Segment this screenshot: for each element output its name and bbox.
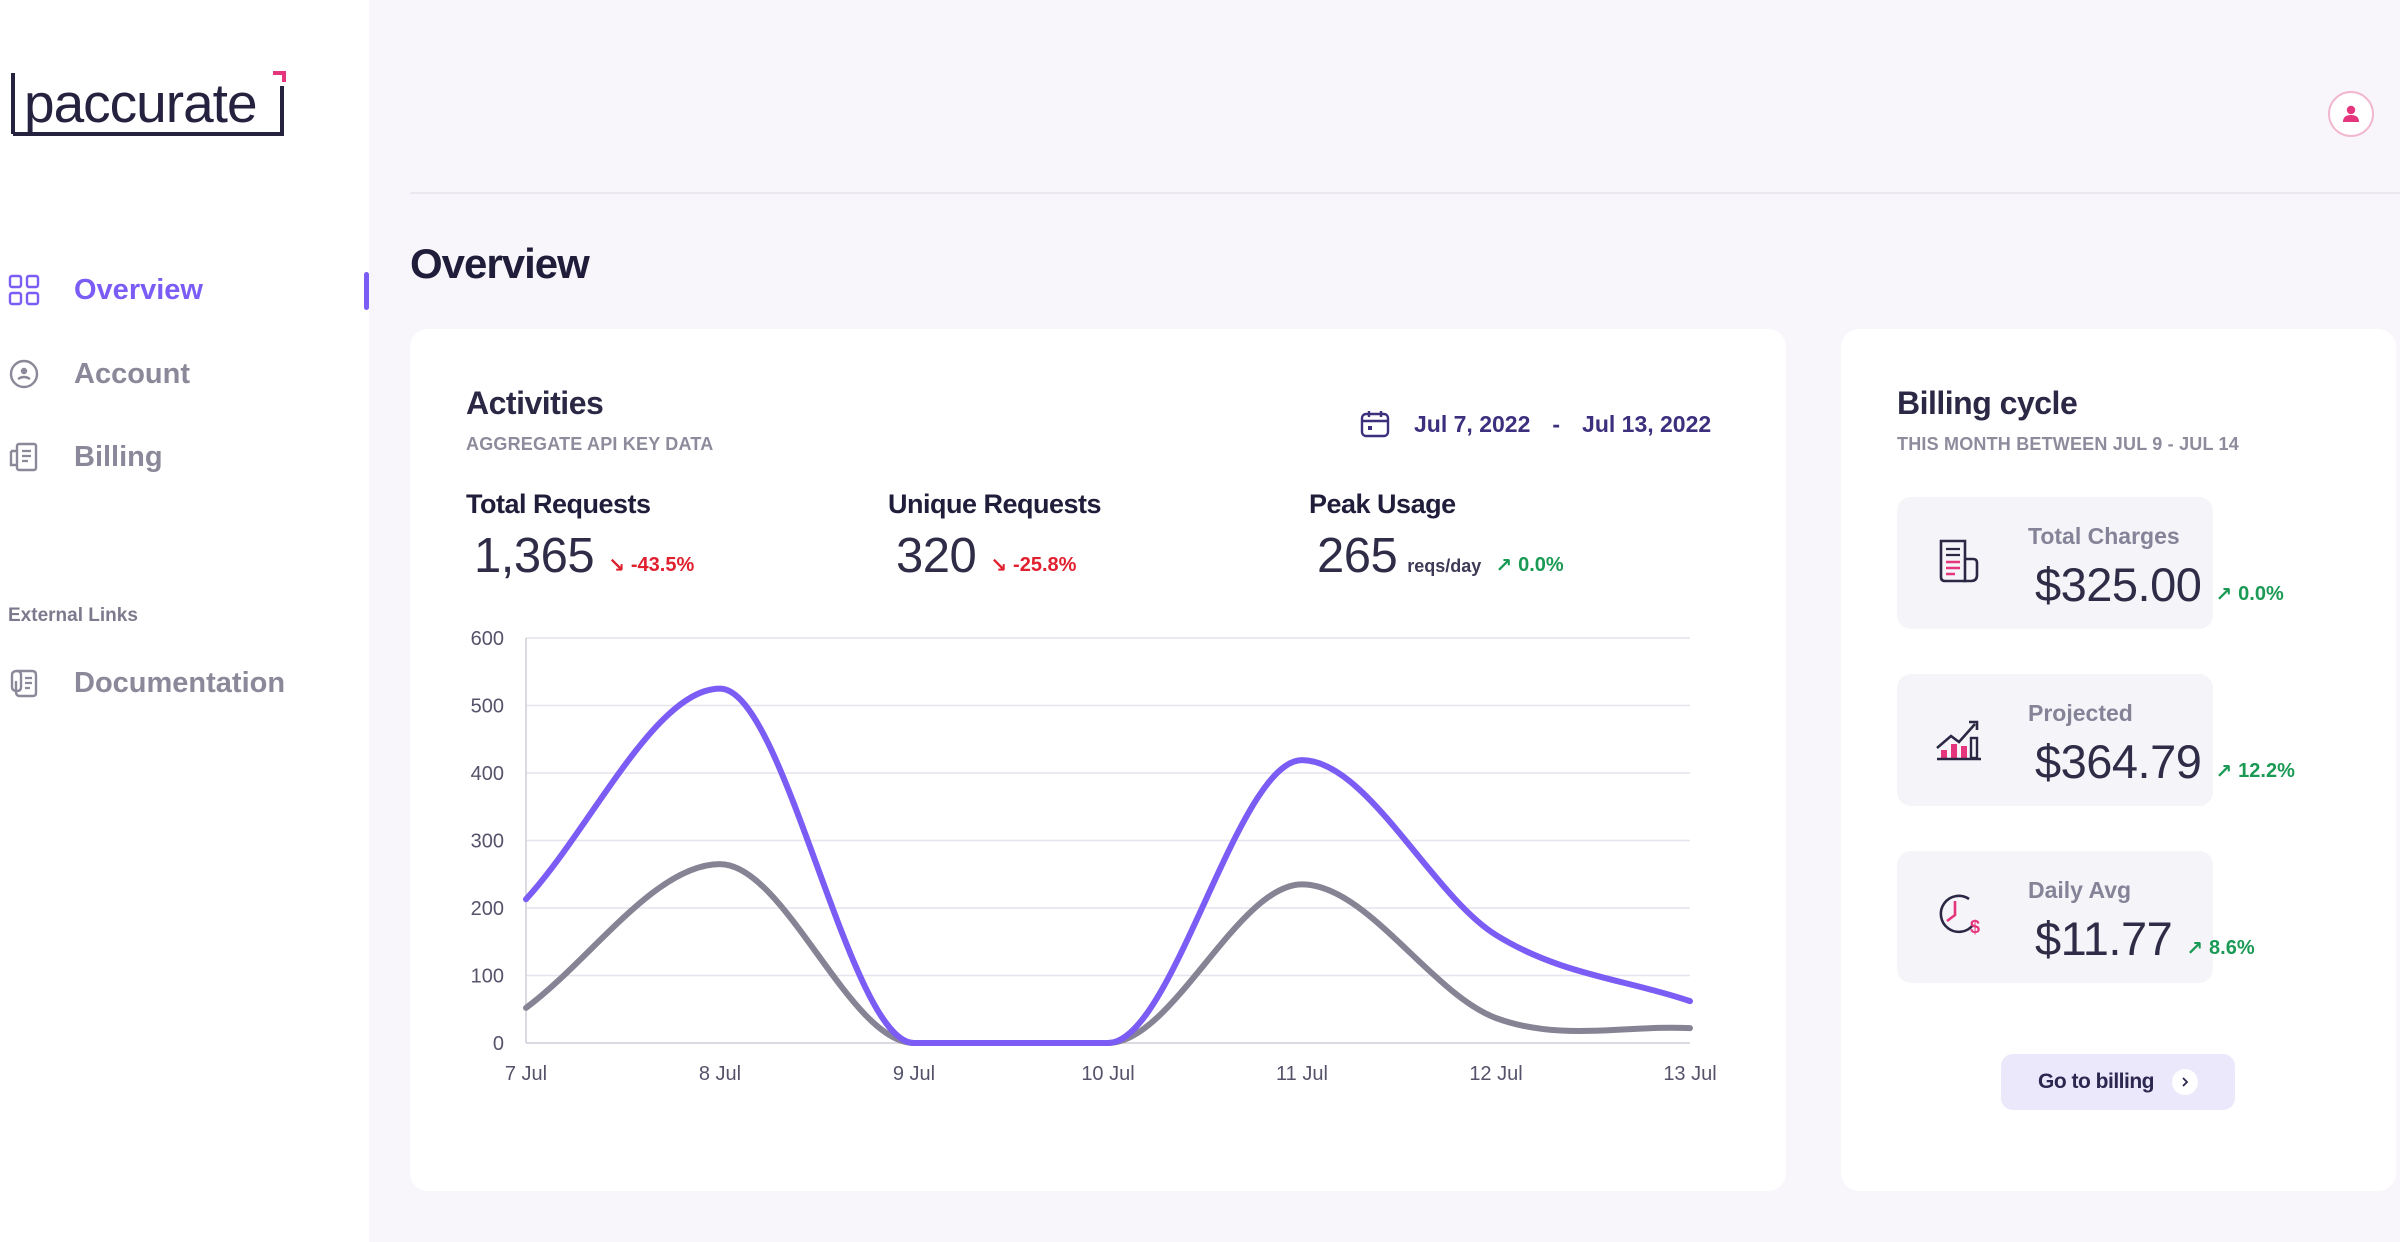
y-tick-label: 100 <box>471 966 504 988</box>
growth-chart-icon <box>1936 720 1981 761</box>
receipt-icon <box>9 442 38 472</box>
metric-unit: reqs/day <box>1407 556 1482 576</box>
delta-value: 0.0% <box>1518 554 1564 576</box>
date-start: Jul 7, 2022 <box>1414 410 1531 437</box>
metric-unique-requests: Unique Requests 320 ↘ -25.8% <box>888 489 1102 584</box>
profile-button[interactable] <box>2328 91 2374 137</box>
arrow-up-right-icon: ↗ <box>2215 761 2233 783</box>
document-icon <box>10 669 38 698</box>
invoice-icon <box>1939 539 1979 583</box>
activities-card: Activities AGGREGATE API KEY DATA Jul 7,… <box>410 329 1786 1191</box>
billing-item-delta: ↗ 0.0% <box>2215 582 2283 607</box>
y-tick-label: 300 <box>471 831 504 853</box>
delta-value: -43.5% <box>630 554 695 576</box>
x-tick-label: 10 Jul <box>1081 1063 1134 1085</box>
y-tick-label: 500 <box>471 696 504 718</box>
date-range-picker[interactable]: Jul 7, 2022 - Jul 13, 2022 <box>1360 404 1711 444</box>
delta-value: 12.2% <box>2238 760 2295 782</box>
y-tick-label: 0 <box>493 1033 504 1055</box>
metric-delta: ↘ -43.5% <box>608 553 694 578</box>
sidebar-item-billing[interactable]: Billing <box>0 427 369 487</box>
billing-item-value: $364.79 <box>2035 735 2202 788</box>
go-to-billing-button[interactable]: Go to billing <box>2001 1054 2235 1110</box>
series-line <box>523 861 1693 1046</box>
date-end: Jul 13, 2022 <box>1582 410 1712 437</box>
activities-title: Activities <box>466 385 604 421</box>
sidebar-item-label: Account <box>74 357 190 390</box>
billing-subtitle: THIS MONTH BETWEEN JUL 9 - JUL 14 <box>1897 434 2239 454</box>
billing-item-label: Projected <box>2028 700 2133 726</box>
delta-value: 8.6% <box>2209 937 2255 959</box>
x-tick-label: 13 Jul <box>1663 1063 1716 1085</box>
metric-delta: ↗ 0.0% <box>1495 553 1563 578</box>
brand-name: paccurate <box>24 72 258 134</box>
user-icon <box>2343 105 2359 122</box>
billing-item-value: $325.00 <box>2035 558 2202 611</box>
go-to-billing-label: Go to billing <box>2038 1070 2154 1093</box>
sidebar-item-label: Documentation <box>74 666 286 699</box>
billing-item-label: Daily Avg <box>2028 877 2132 903</box>
user-circle-icon <box>9 359 39 389</box>
delta-value: -25.8% <box>1013 554 1077 576</box>
chevron-right-icon <box>2171 1069 2198 1095</box>
metric-label: Unique Requests <box>888 489 1102 519</box>
sidebar-item-account[interactable]: Account <box>0 344 369 404</box>
calendar-icon <box>1360 411 1390 438</box>
logo-frame <box>11 71 286 136</box>
metric-label: Total Requests <box>466 489 651 519</box>
metric-value: 265 <box>1317 529 1398 583</box>
date-separator: - <box>1552 410 1561 437</box>
billing-item-delta: ↗ 8.6% <box>2186 936 2254 961</box>
metric-delta: ↘ -25.8% <box>990 553 1076 578</box>
billing-total-charges: Total Charges $325.00 ↗ 0.0% <box>1897 497 2284 629</box>
sidebar-item-label: Overview <box>74 273 203 306</box>
billing-item-delta: ↗ 12.2% <box>2215 759 2294 784</box>
billing-card: Billing cycle THIS MONTH BETWEEN JUL 9 -… <box>1841 329 2396 1191</box>
x-tick-label: 9 Jul <box>893 1063 935 1085</box>
brand-logo[interactable]: paccurate <box>10 70 286 138</box>
series-line <box>523 685 1693 1046</box>
billing-item-label: Total Charges <box>2028 523 2180 549</box>
arrow-up-right-icon: ↗ <box>1495 555 1513 577</box>
billing-item-value: $11.77 <box>2035 912 2173 965</box>
arrow-down-right-icon: ↘ <box>608 555 625 577</box>
metric-total-requests: Total Requests 1,365 ↘ -43.5% <box>466 489 694 584</box>
header-divider <box>410 192 2400 194</box>
metric-peak-usage: Peak Usage 265 reqs/day ↗ 0.0% <box>1309 489 1564 584</box>
external-links-heading: External Links <box>8 605 138 626</box>
sidebar-item-overview[interactable]: Overview <box>0 260 369 320</box>
page-title: Overview <box>410 240 590 287</box>
activity-line-chart: 0 100 200 300 400 500 600 7 Jul 8 Jul 9 Jul 10 Jul… <box>471 628 1717 1085</box>
svg-text:$: $ <box>1970 917 1980 937</box>
metric-label: Peak Usage <box>1309 489 1456 519</box>
clock-dollar-icon: $ <box>1939 894 1980 937</box>
x-tick-label: 11 Jul <box>1276 1063 1328 1085</box>
y-tick-label: 400 <box>471 763 504 785</box>
y-tick-label: 600 <box>471 628 504 650</box>
x-tick-label: 8 Jul <box>699 1063 741 1085</box>
sidebar-item-label: Billing <box>74 440 163 473</box>
billing-projected: Projected $364.79 ↗ 12.2% <box>1897 674 2295 806</box>
x-tick-label: 12 Jul <box>1469 1063 1522 1085</box>
arrow-up-right-icon: ↗ <box>2186 938 2204 960</box>
activities-subtitle: AGGREGATE API KEY DATA <box>466 434 714 454</box>
sidebar-item-documentation[interactable]: Documentation <box>0 653 369 713</box>
billing-title: Billing cycle <box>1897 385 2078 421</box>
metric-value: 320 <box>896 529 977 583</box>
arrow-up-right-icon: ↗ <box>2215 584 2233 606</box>
grid-icon <box>8 274 40 306</box>
billing-daily-avg: $ Daily Avg $11.77 ↗ 8.6% <box>1897 851 2255 983</box>
metric-value: 1,365 <box>474 529 595 583</box>
x-tick-label: 7 Jul <box>505 1063 547 1085</box>
y-tick-label: 200 <box>471 898 504 920</box>
sidebar: paccurate Overview Account Billing Exter… <box>0 0 369 1242</box>
active-indicator <box>364 272 369 310</box>
arrow-down-right-icon: ↘ <box>990 555 1008 577</box>
delta-value: 0.0% <box>2238 583 2284 605</box>
